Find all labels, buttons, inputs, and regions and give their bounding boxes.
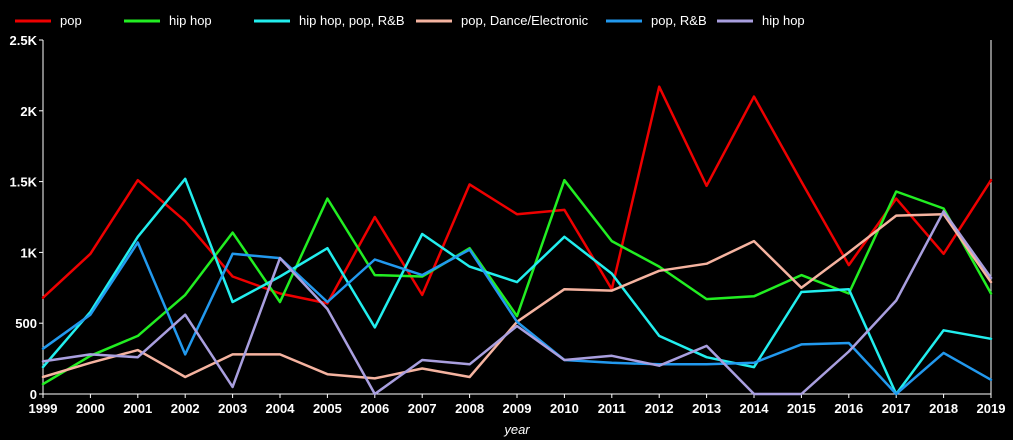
legend-label: hip hop <box>169 13 212 28</box>
x-tick-label: 2019 <box>977 401 1006 416</box>
y-tick-label: 2K <box>20 104 37 119</box>
y-tick-label: 500 <box>15 316 37 331</box>
axes <box>42 40 992 395</box>
x-tick-label: 2005 <box>313 401 342 416</box>
series-lines <box>41 85 993 396</box>
y-tick-label: 2.5K <box>10 33 38 48</box>
series-line-1 <box>41 178 993 386</box>
x-tick-label: 2015 <box>787 401 816 416</box>
series-line-2 <box>41 177 993 396</box>
series-line-4 <box>41 241 993 396</box>
legend-label: hip hop, pop, R&B <box>299 13 405 28</box>
y-tick-label: 0 <box>30 387 37 402</box>
x-tick-label: 1999 <box>29 401 58 416</box>
y-tick-label: 1.5K <box>10 175 38 190</box>
x-tick-label: 2014 <box>740 401 770 416</box>
x-tick-label: 2011 <box>598 401 626 416</box>
series-line-5 <box>41 210 993 396</box>
legend-label: pop, R&B <box>651 13 707 28</box>
x-axis-title: year <box>503 422 530 437</box>
x-tick-label: 2006 <box>360 401 389 416</box>
x-tick-label: 2007 <box>408 401 437 416</box>
x-tick-label: 2017 <box>882 401 911 416</box>
x-tick-label: 2004 <box>266 401 296 416</box>
x-tick-label: 2018 <box>929 401 958 416</box>
x-tick-label: 2008 <box>455 401 484 416</box>
x-tick-label: 2000 <box>76 401 105 416</box>
x-tick-label: 2002 <box>171 401 200 416</box>
legend: pop hip hop hip hop, pop, R&B pop, Dance/El… <box>15 13 805 28</box>
x-tick-label: 2010 <box>550 401 579 416</box>
y-tick-label: 1K <box>20 245 37 260</box>
x-tick-label: 2013 <box>692 401 721 416</box>
legend-label: hip hop <box>762 13 805 28</box>
x-tick-label: 2001 <box>123 401 152 416</box>
legend-label: pop, Dance/Electronic <box>461 13 589 28</box>
x-tick-label: 2009 <box>503 401 532 416</box>
y-ticks: 0 500 1K 1.5K 2K 2.5K <box>10 33 43 402</box>
x-ticks: 1999 2000 2001 2002 2003 2004 2005 2006 2007 2008… <box>29 394 1006 416</box>
x-tick-label: 2012 <box>645 401 674 416</box>
x-tick-label: 2003 <box>218 401 247 416</box>
legend-label: pop <box>60 13 82 28</box>
x-tick-label: 2016 <box>834 401 863 416</box>
series-line-0 <box>41 85 993 305</box>
